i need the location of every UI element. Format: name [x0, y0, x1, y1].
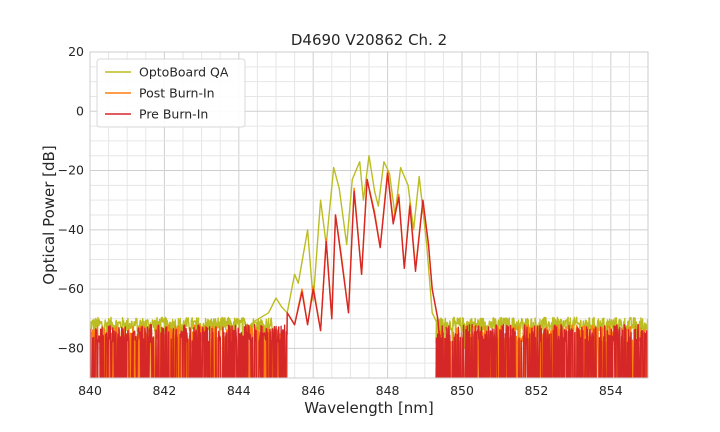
y-tick-label: 20 [68, 44, 84, 59]
legend-label: Pre Burn-In [139, 107, 208, 122]
x-axis-label: Wavelength [nm] [304, 399, 434, 417]
tick-labels: 840 842 844 846 848 850 852 854 20 0 −20 −40 −60 −80 [58, 44, 623, 398]
x-tick-label: 854 [599, 383, 623, 398]
y-axis-label: Optical Power [dB] [40, 145, 58, 284]
y-tick-label: −80 [58, 340, 84, 355]
x-tick-label: 846 [301, 383, 325, 398]
y-tick-label: −20 [58, 163, 84, 178]
y-tick-label: 0 [76, 103, 84, 118]
x-tick-label: 850 [450, 383, 474, 398]
legend: OptoBoard QA Post Burn-In Pre Burn-In [96, 58, 246, 128]
y-tick-label: −60 [58, 281, 84, 296]
legend-label: OptoBoard QA [139, 65, 229, 80]
chart-title: D4690 V20862 Ch. 2 [291, 31, 447, 49]
legend-box [96, 58, 246, 128]
series-line-pre-burn-in [90, 172, 648, 378]
x-tick-label: 840 [78, 383, 102, 398]
x-tick-label: 852 [524, 383, 548, 398]
y-tick-label: −40 [58, 222, 84, 237]
x-tick-label: 842 [152, 383, 176, 398]
x-tick-label: 844 [227, 383, 251, 398]
plot-frame [89, 51, 649, 379]
x-tick-label: 848 [376, 383, 400, 398]
series-layer [90, 155, 648, 378]
legend-label: Post Burn-In [139, 86, 215, 101]
